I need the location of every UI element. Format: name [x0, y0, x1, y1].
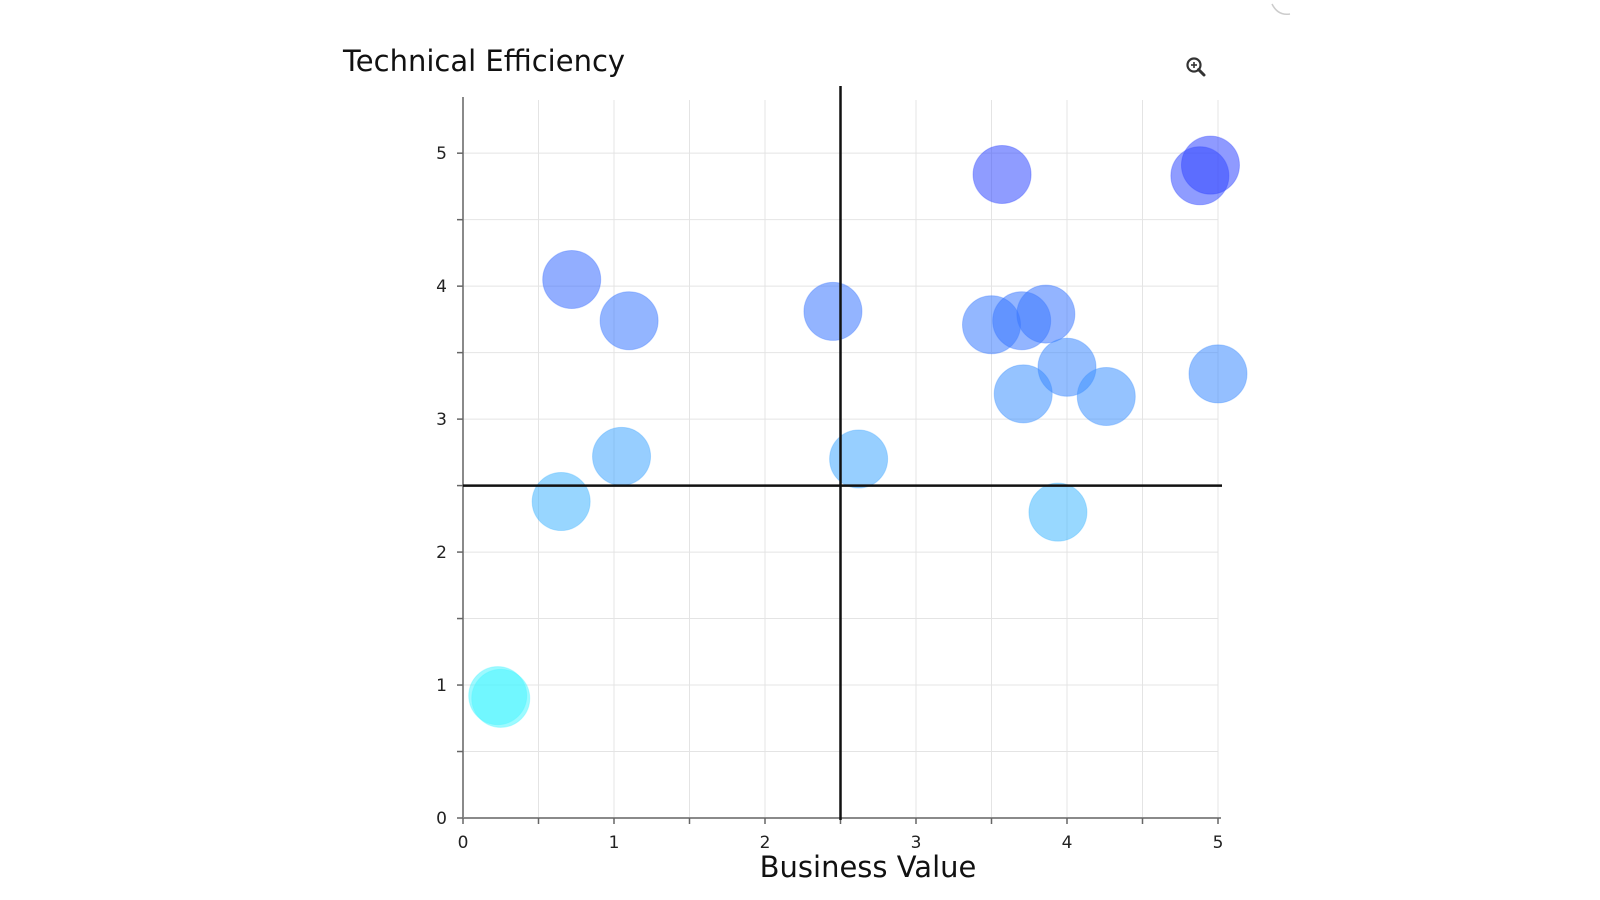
x-tick-label: 5	[1213, 833, 1224, 853]
data-point[interactable]	[599, 291, 659, 351]
data-points	[468, 135, 1248, 728]
data-point[interactable]	[1188, 344, 1248, 404]
x-tick-label: 2	[760, 833, 771, 853]
y-tick-label: 5	[436, 144, 447, 164]
data-point[interactable]	[592, 426, 652, 486]
y-tick-label: 2	[436, 543, 447, 563]
x-tick-label: 3	[911, 833, 922, 853]
x-tick-label: 4	[1062, 833, 1073, 853]
data-point[interactable]	[1028, 482, 1088, 542]
data-point[interactable]	[531, 472, 591, 532]
data-point[interactable]	[1180, 135, 1240, 195]
chart-title: Technical Efficiency	[343, 44, 626, 78]
y-tick-label: 4	[436, 277, 447, 297]
data-point[interactable]	[829, 429, 889, 489]
data-point[interactable]	[972, 144, 1032, 204]
x-tick-label: 1	[609, 833, 620, 853]
loading-indicator-icon	[1271, 3, 1291, 16]
reference-lines	[463, 86, 1222, 820]
data-point[interactable]	[993, 364, 1053, 424]
axes	[457, 97, 1221, 824]
y-tick-label: 0	[436, 809, 447, 829]
x-tick-label: 0	[458, 833, 469, 853]
y-tick-label: 1	[436, 676, 447, 696]
data-point[interactable]	[1076, 367, 1136, 427]
data-point[interactable]	[803, 281, 863, 341]
x-axis-label: Business Value	[759, 850, 977, 884]
data-point[interactable]	[1016, 284, 1076, 344]
zoom-in-icon[interactable]	[1183, 54, 1209, 80]
tick-labels: 0 1 2 3 4 5 0 1 2 3 4 5	[436, 144, 1223, 853]
y-tick-label: 3	[436, 410, 447, 430]
data-point[interactable]	[542, 250, 602, 309]
data-point[interactable]	[471, 668, 531, 728]
